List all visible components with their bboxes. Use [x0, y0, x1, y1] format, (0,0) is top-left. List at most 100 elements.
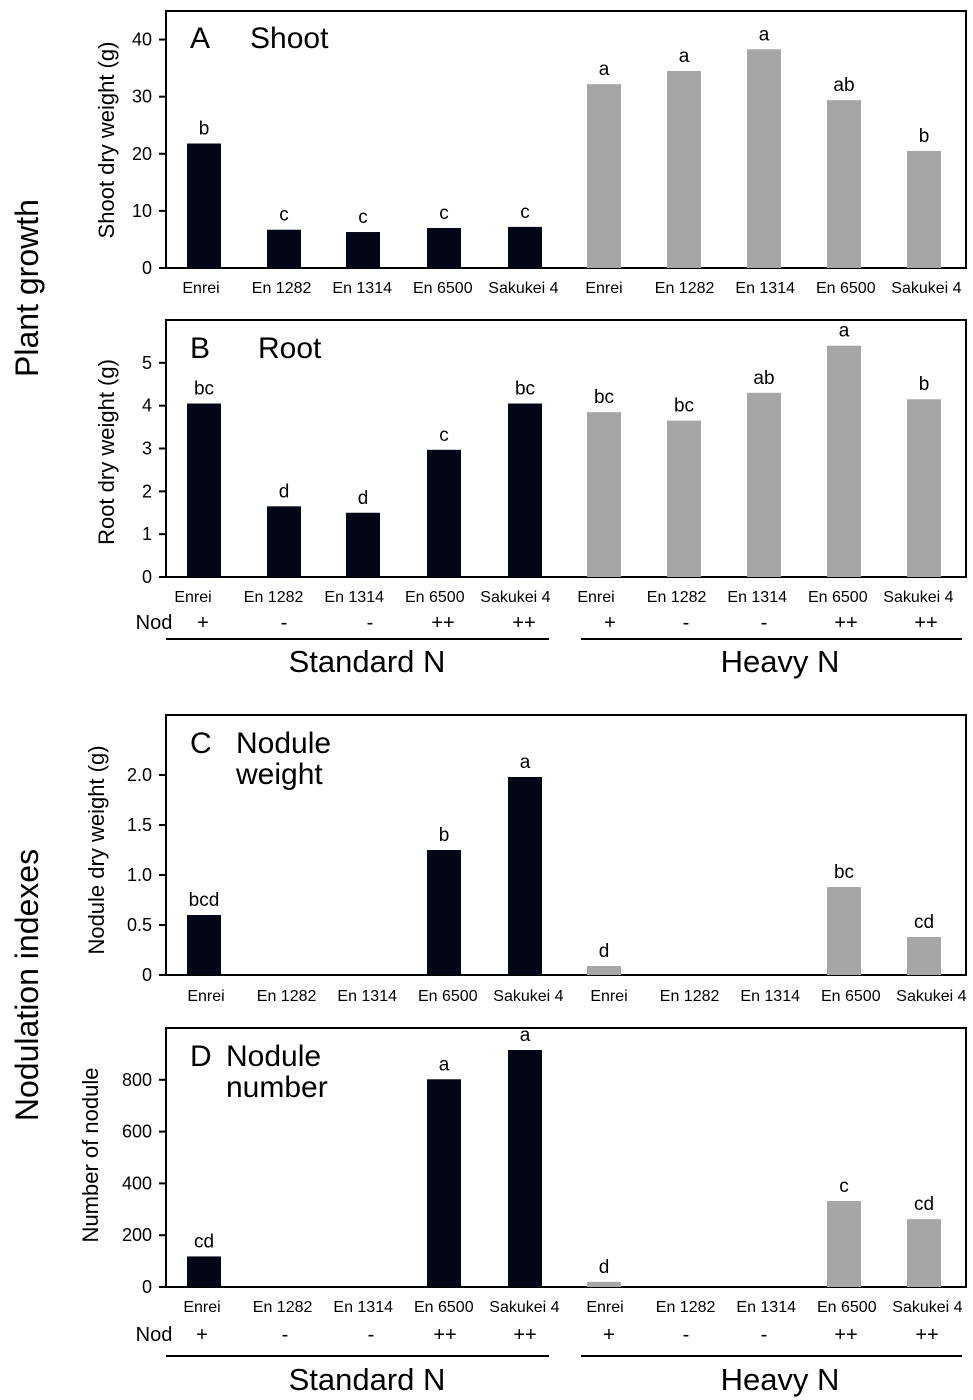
y-tick-label: 2.0 [127, 765, 152, 785]
bar-heavy-n-7 [747, 49, 781, 268]
bar-standard-n-3 [427, 228, 461, 268]
bar-standard-n-3 [427, 1079, 461, 1287]
chart-panel-d: 0 200 400 600 800 Number of nodule D Nodulenumb… [78, 1025, 967, 1316]
x-tick-label: En 1282 [660, 988, 720, 1005]
x-tick-label: En 1314 [727, 589, 787, 606]
y-tick-label: 200 [122, 1225, 152, 1245]
x-tick-label: Enrei [182, 280, 219, 297]
x-tick-label: En 6500 [413, 280, 473, 297]
significance-label: c [520, 202, 530, 223]
footer-0: Nod + - - ++ ++ + - - ++ ++Standard N Heavy N [136, 612, 962, 679]
chart-panel-c: 0 0.5 1.0 1.5 2.0 Nodule dry weight (g) C Nodul… [84, 714, 967, 1005]
significance-label: a [679, 46, 690, 67]
bar-heavy-n-9 [907, 399, 941, 577]
bar-standard-n-3 [427, 449, 461, 577]
x-tick-label: En 1314 [332, 280, 392, 297]
y-tick-label: 600 [122, 1122, 152, 1142]
nod-value: - [683, 1324, 690, 1346]
bar-heavy-n-8 [827, 887, 861, 975]
bar-standard-n-1 [267, 506, 301, 577]
x-tick-label: Sakukei 4 [488, 280, 558, 297]
x-tick-label: En 1314 [740, 988, 800, 1005]
bar-standard-n-4 [508, 777, 542, 975]
y-tick-label: 3 [142, 439, 152, 459]
x-tick-label: En 6500 [414, 1299, 474, 1316]
significance-label: bc [594, 387, 614, 408]
panel-title: Shoot [250, 22, 329, 55]
significance-label: ab [833, 75, 854, 96]
group-label-standard-n: Standard N [289, 1362, 446, 1397]
bar-heavy-n-6 [667, 420, 701, 577]
nod-value: ++ [834, 612, 857, 634]
bar-standard-n-4 [508, 226, 542, 268]
significance-label: d [279, 481, 290, 502]
bar-standard-n-0 [187, 915, 221, 975]
nod-value: ++ [914, 612, 937, 634]
significance-label: c [439, 425, 449, 446]
significance-label: a [520, 1025, 531, 1046]
x-tick-label: En 1282 [647, 589, 707, 606]
panel-title: weight [235, 758, 323, 791]
bar-heavy-n-8 [827, 1201, 861, 1287]
y-tick-label: 0 [142, 965, 152, 985]
significance-label: b [919, 374, 930, 395]
nod-value: - [761, 612, 768, 634]
x-tick-label: En 6500 [418, 988, 478, 1005]
significance-label: bc [194, 379, 214, 400]
plot-frame [165, 1027, 967, 1288]
x-tick-label: Enrei [183, 1299, 220, 1316]
x-tick-label: Enrei [590, 988, 627, 1005]
chart-panel-b: 0 1 2 3 4 5 Root dry weight (g) B Root bc d d c bc bc b… [94, 319, 967, 606]
y-tick-label: 40 [132, 30, 152, 50]
significance-label: cd [194, 1231, 214, 1252]
significance-label: c [439, 203, 449, 224]
nod-label: Nod [136, 612, 173, 634]
x-tick-label: Sakukei 4 [892, 1299, 962, 1316]
group-label-heavy-n: Heavy N [721, 1362, 840, 1397]
x-tick-label: En 1282 [253, 1299, 313, 1316]
nod-value: ++ [433, 1324, 456, 1346]
x-tick-label: En 1282 [656, 1299, 716, 1316]
x-tick-label: En 6500 [821, 988, 881, 1005]
significance-label: d [358, 488, 369, 509]
x-tick-label: Sakukei 4 [896, 988, 966, 1005]
bar-standard-n-2 [346, 512, 380, 577]
bar-standard-n-2 [346, 232, 380, 268]
y-tick-label: 1.0 [127, 865, 152, 885]
x-tick-label: Enrei [174, 589, 211, 606]
bar-standard-n-0 [187, 1256, 221, 1287]
side-label-plant-growth: Plant growth [9, 199, 45, 377]
bar-heavy-n-9 [907, 150, 941, 268]
significance-label: bc [515, 379, 535, 400]
x-tick-label: Sakukei 4 [489, 1299, 559, 1316]
panel-title: Nodule [236, 727, 331, 760]
x-tick-label: En 1282 [655, 280, 715, 297]
panel-letter: A [190, 22, 210, 55]
y-axis-label: Number of nodule [78, 1068, 103, 1243]
x-tick-label: En 1282 [257, 988, 317, 1005]
y-tick-label: 5 [142, 353, 152, 373]
x-tick-label: Enrei [585, 280, 622, 297]
significance-label: a [759, 24, 770, 45]
panel-title: Nodule [226, 1040, 321, 1073]
significance-label: a [439, 1054, 450, 1075]
y-tick-label: 20 [132, 144, 152, 164]
bar-heavy-n-5 [587, 1281, 621, 1287]
nod-value: ++ [431, 612, 454, 634]
panel-letter: B [190, 332, 210, 365]
y-axis-label: Root dry weight (g) [94, 359, 119, 545]
bar-heavy-n-9 [907, 1219, 941, 1287]
bar-heavy-n-5 [587, 412, 621, 577]
footer-1: Nod + - - ++ ++ + - - ++ ++Standard N Heavy N [136, 1324, 962, 1397]
significance-label: cd [914, 1194, 934, 1215]
bar-standard-n-1 [267, 229, 301, 268]
x-tick-label: En 6500 [405, 589, 465, 606]
bar-heavy-n-5 [587, 966, 621, 975]
panel-letter: D [190, 1040, 212, 1073]
nod-value: + [196, 1324, 208, 1346]
significance-label: c [358, 207, 368, 228]
x-tick-label: En 1314 [736, 1299, 796, 1316]
nod-value: - [367, 612, 374, 634]
nod-value: + [603, 1324, 615, 1346]
bar-standard-n-4 [508, 1050, 542, 1287]
